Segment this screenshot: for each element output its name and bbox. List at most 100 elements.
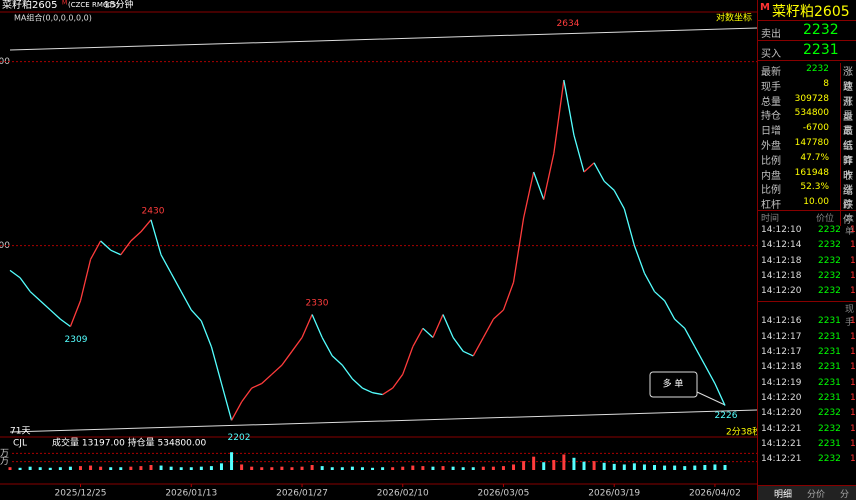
volume-bar — [441, 466, 445, 470]
volume-bar — [632, 463, 636, 470]
price-segment — [100, 240, 112, 251]
volume-bar — [693, 465, 697, 470]
price-segment — [422, 327, 434, 339]
price-segment — [452, 337, 464, 352]
quote-row: 比例 52.3% 涨停 — [758, 180, 856, 212]
panel-mark: M — [760, 2, 770, 13]
tick-volume: 1 — [850, 392, 856, 403]
code: (CZCE RM605) — [68, 1, 119, 9]
tick-header-cell: 时间 — [761, 213, 780, 224]
scale-mode[interactable]: 对数坐标 — [716, 12, 752, 24]
tick-time: 14:12:21 — [761, 438, 802, 449]
quote-label: 外盘 — [761, 140, 781, 152]
tick-price: 2231 — [818, 392, 841, 403]
price-segment — [432, 314, 444, 338]
tab[interactable]: 明细 — [774, 490, 793, 500]
tab[interactable]: 分笔 — [840, 490, 850, 500]
price-segment — [110, 249, 122, 256]
price-segment — [130, 231, 142, 242]
tick-price: 2231 — [818, 362, 841, 373]
tick-row: 14:12:18 2231 1 — [758, 360, 856, 375]
quote-row: 卖出 2232 — [758, 21, 856, 41]
volume-bar — [149, 465, 153, 470]
price-segment — [382, 387, 394, 396]
price-segment — [563, 79, 575, 136]
volume-bar — [310, 465, 314, 470]
price-segment — [89, 240, 102, 260]
price-segment — [79, 259, 92, 301]
tick-time: 14:12:18 — [761, 255, 802, 266]
quote-row: 内盘 161948 昨结 — [758, 166, 856, 197]
price-segment — [502, 282, 515, 311]
tick-volume: 18 — [850, 286, 856, 297]
quote-label: 卖出 — [761, 29, 781, 40]
annotation: 多 单 — [663, 378, 684, 390]
price-segment — [271, 364, 283, 375]
volume-bar — [330, 467, 334, 470]
volume-bar — [209, 466, 213, 470]
quote-value: 161948 — [794, 167, 829, 178]
volume-bar — [642, 464, 646, 470]
volume-bar — [703, 465, 707, 470]
volume-bar — [401, 466, 405, 470]
price-segment — [674, 318, 686, 329]
volume-bar — [612, 463, 616, 470]
price-segment — [241, 387, 253, 403]
price-segment — [482, 318, 494, 338]
tick-price: 2232 — [818, 286, 841, 297]
price-segment — [230, 401, 243, 421]
annotation-box — [649, 371, 698, 398]
price-segment — [543, 153, 555, 200]
panel-header: M 菜籽粕2605 — [758, 0, 856, 21]
tick-price: 2231 — [818, 438, 841, 449]
divider — [758, 301, 856, 303]
volume-bar — [18, 467, 22, 470]
tab[interactable]: 分价 — [807, 490, 826, 500]
volume-bar — [199, 466, 203, 470]
price-segment — [392, 373, 404, 389]
tick-price: 2232 — [818, 423, 841, 434]
price-segment — [220, 383, 233, 421]
volume-bar — [391, 467, 395, 470]
tick-volume: 1 — [850, 331, 856, 342]
tick-time: 14:12:20 — [761, 408, 802, 419]
volume-bar — [673, 465, 677, 470]
tick-price: 2231 — [818, 316, 841, 327]
volume-bar — [522, 461, 526, 470]
trend-line — [9, 27, 757, 51]
quote-value: 52.3% — [800, 182, 829, 193]
tick-header: 时间 价位 大单 — [758, 211, 856, 237]
volume-bar — [270, 467, 274, 470]
period[interactable]: 15分钟 — [104, 0, 133, 11]
quote-row: 持仓 534800 最高 — [758, 106, 856, 138]
extreme-label: 2430 — [142, 206, 165, 216]
volume-bar — [169, 466, 173, 470]
tick-row: 14:12:18 2232 18 — [758, 254, 856, 269]
price-segment — [492, 309, 504, 320]
volume-text: 成交量 13197.00 持仓量 534800.00 — [52, 437, 206, 449]
quote-table: 最新 2232 涨跌 现手 8 速涨 总量 309728 开盘 持仓 534800 最高 日增 -6700… — [758, 61, 856, 227]
quote-label: 跌停 — [840, 196, 856, 227]
extreme-label: 2309 — [65, 335, 88, 345]
tick-time: 14:12:18 — [761, 362, 802, 373]
tick-price: 2231 — [818, 377, 841, 388]
x-tick-label: 2026/01/13 — [165, 489, 217, 499]
quote-row: 现手 8 速涨 — [758, 77, 856, 108]
tick-volume: 1 — [850, 438, 856, 449]
volume-bar — [602, 462, 606, 470]
quote-label: 比例 — [761, 155, 781, 167]
price-segment — [59, 318, 71, 328]
price-segment — [170, 272, 182, 292]
volume-tick-label: 万 — [0, 449, 9, 459]
price-segment — [180, 291, 192, 311]
tick-row: 14:12:17 2231 1 — [758, 345, 856, 360]
tick-time: 14:12:17 — [761, 331, 802, 342]
tick-volume: 18 — [850, 408, 856, 419]
tick-volume: 1 — [850, 423, 856, 434]
volume-title: CJL — [13, 439, 27, 449]
tick-volume: 18 — [850, 224, 856, 235]
tick-row: 14:12:14 2232 18 — [758, 238, 856, 253]
volume-bar — [119, 467, 123, 470]
quote-label: 杠杆 — [761, 200, 781, 212]
volume-bar — [592, 461, 596, 470]
